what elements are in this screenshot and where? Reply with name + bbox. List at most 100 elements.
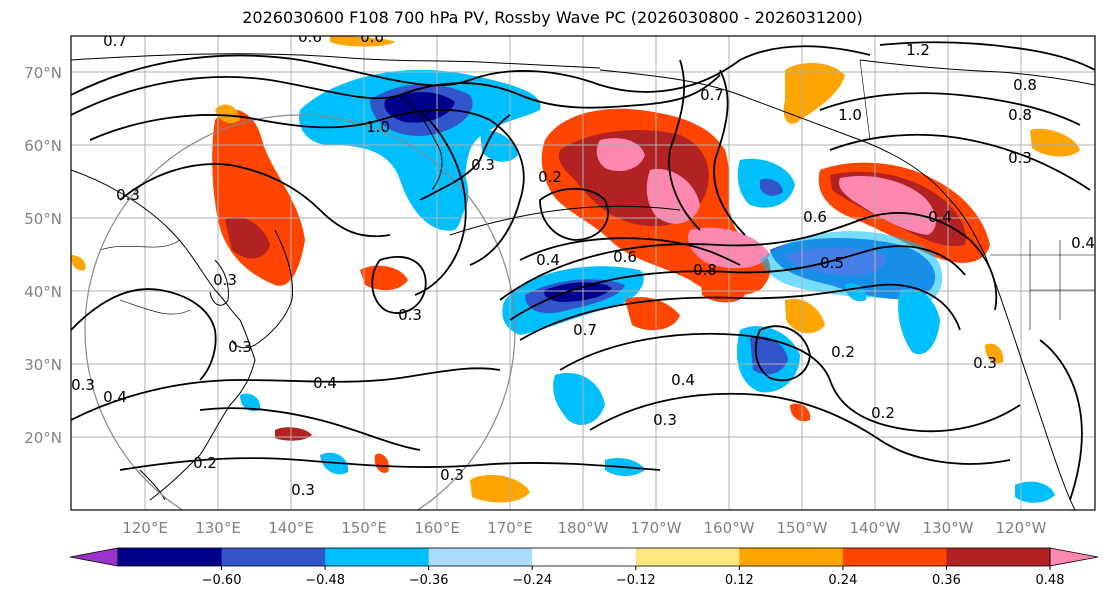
contour-label: 0.3 (71, 376, 95, 394)
anomaly-positive-small-8 (985, 343, 1004, 364)
anomaly-positive-small-7 (1030, 128, 1080, 157)
coastlines (71, 53, 1095, 510)
coast-alaska (599, 69, 986, 256)
contour-label: 1.2 (906, 41, 930, 59)
anomaly-positive-small-6 (783, 63, 845, 124)
lon-label-150w: 150°W (777, 519, 828, 537)
contour-20 (371, 255, 427, 314)
colorbar-tick-label: −0.36 (409, 573, 449, 588)
contour-4 (119, 163, 391, 238)
anomaly-negative-small-9 (1015, 481, 1055, 503)
lat-label-40n: 40°N (24, 283, 62, 301)
anomaly-positive-small-9 (374, 453, 389, 473)
contour-17 (829, 133, 1091, 191)
colorbar-segment (532, 548, 637, 566)
contour-label: 0.4 (671, 371, 695, 389)
colorbar-ticks: −0.60 −0.48 −0.36 −0.24 −0.12 0.12 0.24 0.36 0.4… (202, 566, 1064, 588)
lon-label-120e: 120°E (122, 519, 168, 537)
contour-9 (509, 245, 966, 321)
colorbar-frame (117, 547, 1051, 567)
lat-label-50n: 50°N (24, 210, 62, 228)
contour-label: 0.2 (193, 454, 217, 472)
contour-label: 0.6 (360, 28, 384, 46)
contour-13 (589, 392, 1011, 465)
contour-label: 0.8 (1013, 76, 1037, 94)
longitude-labels: 120°E 130°E 140°E 150°E 160°E 170°E 180°… (122, 519, 1046, 537)
contour-23 (1039, 339, 1083, 501)
coast-kamchatka (399, 94, 443, 191)
colorbar-segment (842, 548, 947, 566)
anomaly-max-central-pacific (596, 138, 645, 172)
contour-label: 0.7 (103, 32, 127, 50)
contour-label: 0.6 (803, 208, 827, 226)
contour-14 (668, 59, 701, 231)
anomaly-positive-small-11 (330, 36, 395, 47)
contour-label: 0.3 (1008, 149, 1032, 167)
contour-label: 0.4 (103, 388, 127, 406)
lon-label-130e: 130°E (195, 519, 241, 537)
anomaly-negative-small-3 (553, 372, 605, 425)
border-asia-1 (99, 239, 181, 251)
colorbar-segment (739, 548, 844, 566)
colorbar-segment (325, 548, 430, 566)
contour-label: 0.3 (398, 306, 422, 324)
contour-label: 0.2 (871, 404, 895, 422)
contour-label: 0.7 (700, 86, 724, 104)
colorbar-tick-label: −0.60 (202, 573, 242, 588)
anomaly-positive-small-3 (700, 273, 745, 303)
contour-label: 0.3 (440, 466, 464, 484)
colorbar-tick-label: −0.24 (512, 573, 552, 588)
contour-19 (419, 114, 511, 201)
coast-korea (209, 259, 229, 306)
lat-label-70n: 70°N (24, 64, 62, 82)
coast-north-america-west (984, 254, 1076, 510)
anomaly-light-negative-east-pacific (760, 231, 943, 305)
contour-label: 0.4 (313, 374, 337, 392)
border-us-states (1029, 240, 1095, 330)
anomaly-deepest-negative-west-pacific (544, 282, 612, 302)
latitude-labels: 70°N 60°N 50°N 40°N 30°N 20°N (24, 64, 62, 447)
contour-label: 0.4 (928, 208, 952, 226)
anomaly-max-gulf-of-alaska (839, 176, 936, 235)
contour-label: 0.4 (1071, 234, 1095, 252)
anomaly-strong-kamchatka (225, 216, 270, 259)
lon-label-160w: 160°W (704, 519, 755, 537)
lon-label-180w: 180°W (558, 519, 609, 537)
contour-1 (71, 45, 871, 96)
lon-label-140w: 140°W (850, 519, 901, 537)
contour-label: 0.6 (298, 28, 322, 46)
contour-16 (819, 92, 1081, 126)
coast-asia-mainland (71, 169, 256, 501)
lon-label-170w: 170°W (631, 519, 682, 537)
anomaly-positive-small-4 (785, 298, 825, 334)
coast-japan (231, 229, 294, 349)
colorbar-tick-label: −0.12 (616, 573, 656, 588)
contour-label: 0.7 (573, 321, 597, 339)
colorbar-extend-low (69, 547, 119, 567)
anomaly-orange-kamchatka (215, 104, 240, 124)
anomaly-negative-okhotsk (299, 69, 541, 231)
anomaly-positive-small-10 (470, 474, 530, 503)
coast-aleutians (449, 205, 681, 236)
contour-label: 0.4 (536, 251, 560, 269)
anomaly-positive-small-12 (790, 403, 811, 422)
contour-21 (539, 187, 610, 241)
lon-label-130w: 130°W (923, 519, 974, 537)
borders (99, 59, 1095, 330)
anomaly-negative-small-10 (240, 393, 261, 412)
border-alaska-canada (859, 59, 871, 141)
colorbar: −0.60 −0.48 −0.36 −0.24 −0.12 0.12 0.24 0.36 0.4… (69, 547, 1099, 588)
contour-label: 0.3 (653, 411, 677, 429)
anomaly-negative-small-8 (898, 288, 940, 355)
lat-label-20n: 20°N (24, 429, 62, 447)
contour-label: 0.8 (693, 261, 717, 279)
contour-label: 1.0 (838, 106, 862, 124)
map-frame (70, 35, 1096, 511)
colorbar-segment (221, 548, 326, 566)
lon-label-120w: 120°W (996, 519, 1047, 537)
contour-18 (879, 41, 1095, 71)
coast-canada (859, 59, 1095, 86)
contour-label: 0.3 (291, 481, 315, 499)
anomaly-max-central-pacific-2 (646, 169, 700, 224)
